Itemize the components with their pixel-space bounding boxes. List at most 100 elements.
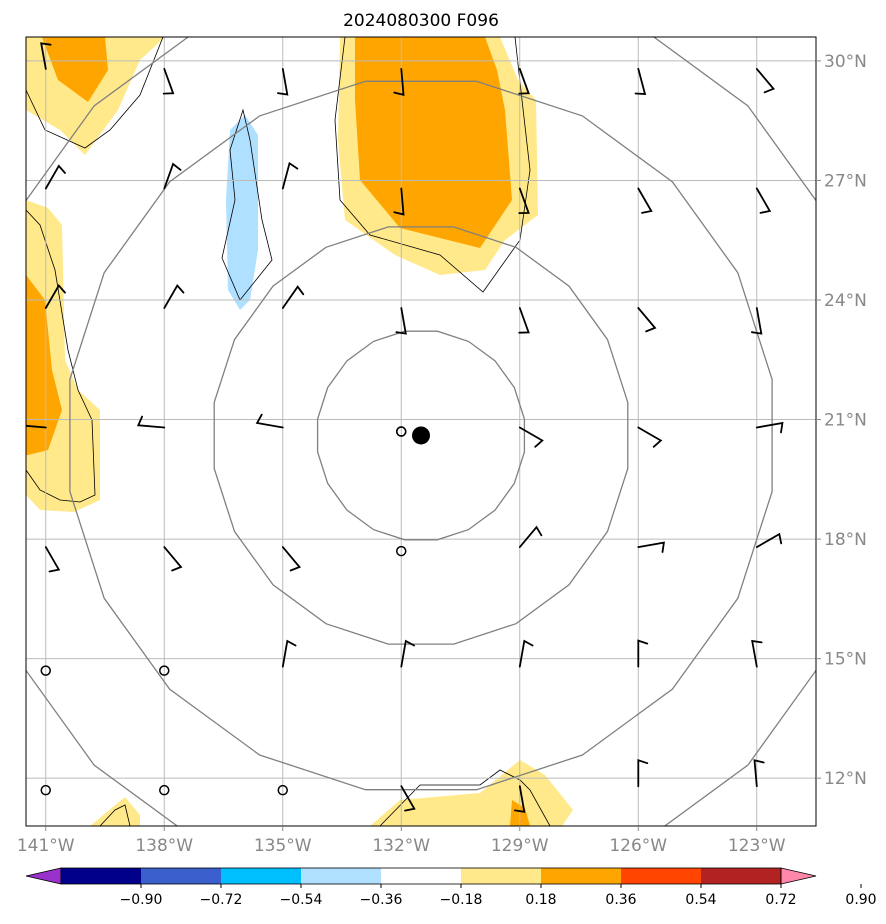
wind-barb [255,413,284,429]
calm-markers [40,426,407,796]
wind-barb [518,426,544,448]
wind-barb [281,546,301,572]
wind-barb [637,541,665,553]
wind-barb [163,546,183,572]
calm-marker [159,665,170,676]
x-tick-label: 138°W [135,836,193,856]
y-tick-label: 30°N [824,52,867,72]
colorbar-label: 0.36 [605,892,636,908]
colorbar-label: −0.90 [120,892,163,908]
colorbar-extend-min [25,867,62,885]
wind-barb [637,187,653,214]
y-tick-label: 27°N [824,171,867,191]
wind-barb [40,42,52,70]
wind-barb [755,187,772,214]
wind-barb [751,307,763,335]
plot-frame [25,36,817,827]
calm-marker [396,426,407,437]
x-tick-label: 126°W [609,836,667,856]
wind-barbs [26,42,784,813]
wind-barb [136,415,166,429]
y-tick-label: 24°N [824,291,867,311]
contour-fills [26,37,573,826]
contour-positive-0.18 [90,797,140,826]
wind-barb [44,164,66,190]
wind-barb [637,307,657,333]
contour-negative-0.18 [226,115,258,310]
wind-barb [755,421,784,434]
plot-area [26,37,816,826]
wind-barb [518,639,534,668]
contour-positive-0.36 [42,37,108,102]
storm-center-marker [412,426,430,445]
wind-barb [400,639,415,668]
contour-line [99,804,131,826]
wind-barb [44,546,61,573]
calm-marker [159,784,170,796]
wind-barb [162,68,175,95]
calm-marker [40,784,51,796]
contour-line [26,37,164,149]
wind-barb [393,187,405,216]
colorbar-label: −0.54 [280,892,323,908]
wind-barb [281,161,299,190]
wind-barb [393,68,405,96]
y-tick-label: 12°N [824,769,867,789]
x-axis-ticks: 141°W 138°W 135°W 132°W 129°W 126°W 123°W [17,826,786,856]
colorbar-bin [621,868,702,884]
colorbar-label: −0.72 [200,892,243,908]
colorbar-frame [60,867,782,885]
colorbar-bin [61,868,142,884]
range-ring [26,37,816,826]
contour-positive-0.36 [355,37,512,248]
wind-barb [755,532,783,548]
range-ring [213,226,629,645]
wind-barb [518,187,530,214]
colorbar-extend-max [780,867,817,885]
colorbar: −0.90 −0.72 −0.54 −0.36 −0.18 0.18 0.36 0.54 0.7… [25,867,877,908]
range-ring [69,80,773,791]
colorbar-bin [221,868,302,884]
y-tick-label: 18°N [824,530,867,550]
y-tick-label: 15°N [824,650,867,670]
contour-positive-0.36 [26,275,62,455]
contour-line [379,769,551,826]
colorbar-bin [381,868,462,884]
colorbar-bin [461,868,542,884]
colorbar-bin [141,868,222,884]
wind-barb [753,759,765,788]
calm-marker [396,545,407,557]
x-tick-label: 132°W [372,836,430,856]
colorbar-bin [541,868,622,884]
colorbar-label: 0.90 [845,892,876,908]
calm-marker [40,665,51,676]
colorbar-bin [301,868,382,884]
gridlines [26,37,816,826]
x-tick-label: 123°W [728,836,786,856]
range-ring [316,330,526,541]
wind-barb [277,68,289,96]
wind-barb [518,307,530,334]
colorbar-label: 0.54 [685,892,716,908]
y-tick-label: 21°N [824,411,867,431]
wind-barb [518,68,530,95]
wind-barb [163,162,182,190]
wind-barb [400,785,416,812]
wind-barb [637,758,649,788]
wind-barb [281,639,297,668]
calm-marker [277,784,288,796]
colorbar-label: 0.72 [765,892,796,908]
wind-barb [637,639,649,668]
wind-barb [514,785,526,813]
colorbar-label: −0.36 [360,892,403,908]
wind-barb [26,424,47,429]
wind-barb [637,426,663,448]
chart-title: 2024080300 F096 [343,11,499,31]
colorbar-label: 0.18 [525,892,556,908]
wind-barb [751,639,763,668]
wind-barb [395,307,407,335]
colorbar-bin [701,868,782,884]
wind-barb [163,283,185,309]
y-axis-ticks: 12°N 15°N 18°N 21°N 24°N 27°N 30°N [816,52,867,789]
